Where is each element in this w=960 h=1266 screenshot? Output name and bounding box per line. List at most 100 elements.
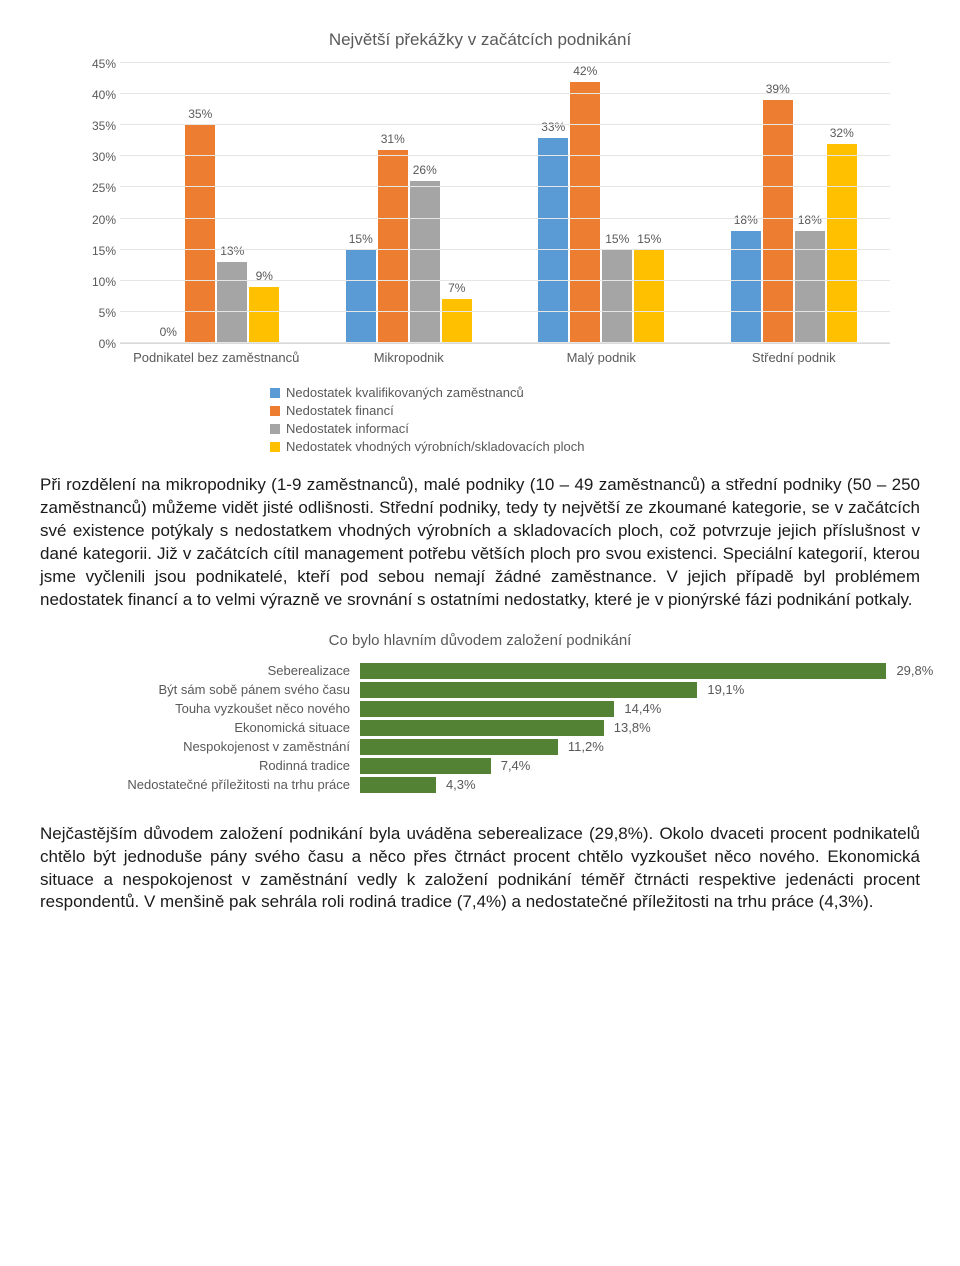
gridline <box>120 249 890 250</box>
gridline <box>120 186 890 187</box>
hbar-category-label: Ekonomická situace <box>70 720 360 735</box>
bar: 33% <box>538 138 568 343</box>
bar: 13% <box>217 262 247 343</box>
reasons-hbar-chart: Co bylo hlavním důvodem založení podniká… <box>70 632 890 793</box>
bar-value-label: 15% <box>637 232 661 246</box>
bar: 15% <box>634 250 664 343</box>
hbar-value-label: 7,4% <box>501 758 531 774</box>
bar-group: 18%39%18%32% <box>698 63 891 343</box>
y-tick: 15% <box>92 244 116 258</box>
gridline <box>120 124 890 125</box>
bar-value-label: 42% <box>573 64 597 78</box>
chart1-x-labels: Podnikatel bez zaměstnancůMikropodnikMal… <box>120 350 890 365</box>
bar-value-label: 13% <box>220 244 244 258</box>
chart1-title: Největší překážky v začátcích podnikání <box>70 30 890 50</box>
bar-group: 15%31%26%7% <box>313 63 506 343</box>
y-tick: 40% <box>92 88 116 102</box>
bar-value-label: 31% <box>381 132 405 146</box>
paragraph-1: Při rozdělení na mikropodniky (1-9 zaměs… <box>40 474 920 612</box>
hbar-row: Ekonomická situace13,8% <box>70 720 890 736</box>
hbar-value-label: 13,8% <box>614 720 651 736</box>
hbar-value-label: 14,4% <box>624 701 661 717</box>
hbar-row: Nedostatečné příležitosti na trhu práce4… <box>70 777 890 793</box>
bar-group: 0%35%13%9% <box>120 63 313 343</box>
bar: 31% <box>378 150 408 343</box>
y-tick: 25% <box>92 181 116 195</box>
gridline <box>120 155 890 156</box>
bar-value-label: 15% <box>349 232 373 246</box>
bar: 15% <box>346 250 376 343</box>
hbar: 14,4% <box>360 701 614 717</box>
hbar-value-label: 29,8% <box>896 663 933 679</box>
hbar: 7,4% <box>360 758 491 774</box>
chart1-plot: 0%35%13%9%15%31%26%7%33%42%15%15%18%39%1… <box>120 64 890 344</box>
y-tick: 45% <box>92 57 116 71</box>
y-tick: 30% <box>92 150 116 164</box>
legend-item: Nedostatek vhodných výrobních/skladovací… <box>270 439 890 454</box>
legend-label: Nedostatek vhodných výrobních/skladovací… <box>286 439 584 454</box>
legend-swatch <box>270 442 280 452</box>
bar-value-label: 33% <box>541 120 565 134</box>
hbar: 4,3% <box>360 777 436 793</box>
bar-value-label: 39% <box>766 82 790 96</box>
hbar: 11,2% <box>360 739 558 755</box>
y-tick: 5% <box>99 306 116 320</box>
hbar-row: Touha vyzkoušet něco nového14,4% <box>70 701 890 717</box>
x-category-label: Střední podnik <box>698 350 891 365</box>
hbar-row: Rodinná tradice7,4% <box>70 758 890 774</box>
legend-item: Nedostatek financí <box>270 403 890 418</box>
hbar-track: 7,4% <box>360 758 890 774</box>
hbar: 19,1% <box>360 682 697 698</box>
gridline <box>120 93 890 94</box>
gridline <box>120 342 890 343</box>
bar: 39% <box>763 100 793 343</box>
hbar-track: 29,8% <box>360 663 890 679</box>
bar: 7% <box>442 299 472 343</box>
bar: 9% <box>249 287 279 343</box>
x-category-label: Mikropodnik <box>313 350 506 365</box>
hbar-row: Nespokojenost v zaměstnání11,2% <box>70 739 890 755</box>
legend-swatch <box>270 424 280 434</box>
gridline <box>120 62 890 63</box>
hbar-track: 4,3% <box>360 777 890 793</box>
bar-value-label: 0% <box>160 325 177 339</box>
hbar-track: 19,1% <box>360 682 890 698</box>
hbar: 13,8% <box>360 720 604 736</box>
chart2-title: Co bylo hlavním důvodem založení podniká… <box>70 632 890 649</box>
y-tick: 20% <box>92 213 116 227</box>
hbar-category-label: Nedostatečné příležitosti na trhu práce <box>70 777 360 792</box>
x-category-label: Malý podnik <box>505 350 698 365</box>
hbar-track: 11,2% <box>360 739 890 755</box>
paragraph-2: Nejčastějším důvodem založení podnikání … <box>40 823 920 915</box>
hbar-value-label: 19,1% <box>707 682 744 698</box>
y-tick: 35% <box>92 119 116 133</box>
bar: 26% <box>410 181 440 343</box>
bar-value-label: 32% <box>830 126 854 140</box>
legend-swatch <box>270 388 280 398</box>
legend-label: Nedostatek kvalifikovaných zaměstnanců <box>286 385 524 400</box>
bar: 42% <box>570 82 600 343</box>
hbar-category-label: Touha vyzkoušet něco nového <box>70 701 360 716</box>
hbar: 29,8% <box>360 663 886 679</box>
bar-value-label: 18% <box>734 213 758 227</box>
y-tick: 10% <box>92 275 116 289</box>
hbar-track: 14,4% <box>360 701 890 717</box>
bar: 15% <box>602 250 632 343</box>
chart1-legend: Nedostatek kvalifikovaných zaměstnanců Ne… <box>270 385 890 454</box>
hbar-row: Seberealizace29,8% <box>70 663 890 679</box>
legend-item: Nedostatek kvalifikovaných zaměstnanců <box>270 385 890 400</box>
legend-item: Nedostatek informací <box>270 421 890 436</box>
gridline <box>120 280 890 281</box>
obstacles-bar-chart: Největší překážky v začátcích podnikání … <box>70 30 890 454</box>
hbar-category-label: Seberealizace <box>70 663 360 678</box>
hbar-category-label: Rodinná tradice <box>70 758 360 773</box>
legend-label: Nedostatek informací <box>286 421 409 436</box>
bar-value-label: 26% <box>413 163 437 177</box>
legend-label: Nedostatek financí <box>286 403 394 418</box>
bar-value-label: 9% <box>256 269 273 283</box>
bar-value-label: 7% <box>448 281 465 295</box>
hbar-category-label: Nespokojenost v zaměstnání <box>70 739 360 754</box>
y-tick: 0% <box>99 337 116 351</box>
y-axis: 0%5%10%15%20%25%30%35%40%45% <box>70 64 120 344</box>
bar: 32% <box>827 144 857 343</box>
